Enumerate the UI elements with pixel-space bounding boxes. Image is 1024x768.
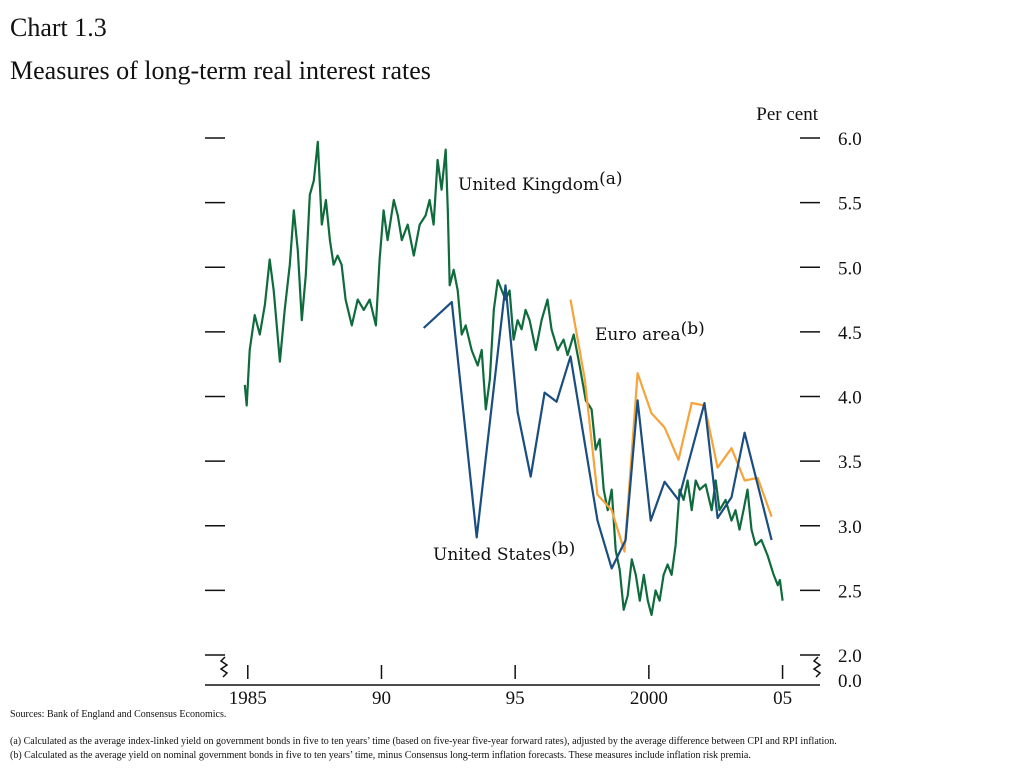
y-tick-label: 5.0 <box>838 258 862 279</box>
footnote: (b) Calculated as the average yield on n… <box>10 750 751 761</box>
sources: Sources: Bank of England and Consensus E… <box>10 709 226 720</box>
y-tick-label: 2.5 <box>838 581 862 602</box>
series-line <box>243 140 784 616</box>
y-tick-label: 5.5 <box>838 194 862 215</box>
y-tick-label: 0.0 <box>838 671 862 692</box>
series-label: United Kingdom(a) <box>458 169 623 195</box>
chart-subtitle: Measures of long-term real interest rate… <box>10 56 431 85</box>
series-line <box>422 284 773 570</box>
series-name: United States <box>433 545 551 565</box>
chart-title: Chart 1.3 <box>10 13 107 42</box>
y-tick-label: 4.5 <box>838 323 862 344</box>
footnote: (a) Calculated as the average index-link… <box>10 736 837 747</box>
series-name: Euro area <box>595 325 681 345</box>
series-label: United States(b) <box>433 539 575 565</box>
axis-break <box>812 656 822 678</box>
y-tick-label: 3.5 <box>838 452 862 473</box>
axis-break <box>219 656 229 678</box>
series-name: United Kingdom <box>458 175 599 195</box>
y-tick-label: 2.0 <box>838 646 862 667</box>
y-tick-label: 4.0 <box>838 388 862 409</box>
x-tick-label: 95 <box>506 688 525 709</box>
y-tick-label: 3.0 <box>838 517 862 538</box>
y-axis-label: Per cent <box>756 104 818 125</box>
x-tick-label: 90 <box>372 688 391 709</box>
series-label: Euro area(b) <box>595 319 705 345</box>
x-tick-label: 05 <box>773 688 792 709</box>
x-tick-label: 1985 <box>229 688 267 709</box>
x-tick-label: 2000 <box>630 688 668 709</box>
series-note: (b) <box>551 539 575 559</box>
y-tick-label: 6.0 <box>838 129 862 150</box>
series-note: (a) <box>599 169 622 189</box>
series-note: (b) <box>681 319 705 339</box>
